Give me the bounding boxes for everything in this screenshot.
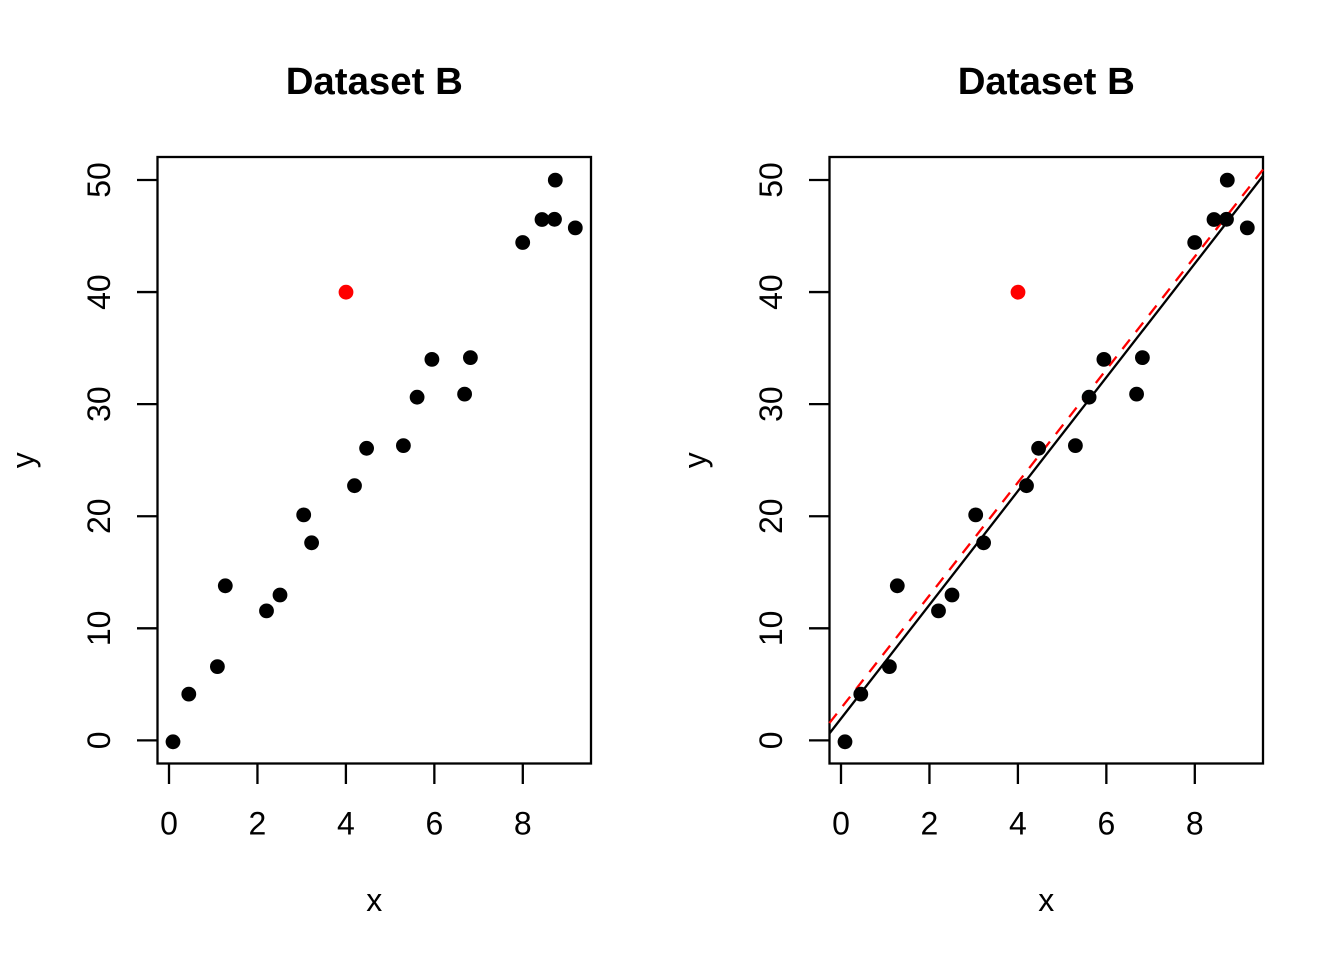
svg-text:50: 50 bbox=[753, 162, 789, 198]
svg-text:y: y bbox=[677, 452, 713, 468]
svg-text:0: 0 bbox=[160, 806, 178, 842]
svg-text:6: 6 bbox=[425, 806, 443, 842]
svg-text:8: 8 bbox=[514, 806, 532, 842]
svg-text:x: x bbox=[366, 882, 382, 918]
svg-text:0: 0 bbox=[81, 732, 117, 750]
svg-text:40: 40 bbox=[753, 274, 789, 310]
svg-text:20: 20 bbox=[81, 498, 117, 534]
svg-text:0: 0 bbox=[832, 806, 850, 842]
svg-text:40: 40 bbox=[81, 274, 117, 310]
svg-text:4: 4 bbox=[337, 806, 355, 842]
svg-text:6: 6 bbox=[1097, 806, 1115, 842]
svg-text:2: 2 bbox=[921, 806, 939, 842]
svg-text:50: 50 bbox=[81, 162, 117, 198]
svg-text:20: 20 bbox=[753, 498, 789, 534]
svg-text:x: x bbox=[1038, 882, 1054, 918]
svg-text:Dataset B: Dataset B bbox=[958, 60, 1135, 103]
svg-text:Dataset B: Dataset B bbox=[286, 60, 463, 103]
svg-text:30: 30 bbox=[753, 386, 789, 422]
svg-text:30: 30 bbox=[81, 386, 117, 422]
svg-text:4: 4 bbox=[1009, 806, 1027, 842]
svg-text:2: 2 bbox=[249, 806, 267, 842]
svg-text:10: 10 bbox=[81, 611, 117, 647]
svg-text:10: 10 bbox=[753, 611, 789, 647]
svg-text:8: 8 bbox=[1186, 806, 1204, 842]
svg-text:0: 0 bbox=[753, 732, 789, 750]
svg-text:y: y bbox=[5, 452, 41, 468]
